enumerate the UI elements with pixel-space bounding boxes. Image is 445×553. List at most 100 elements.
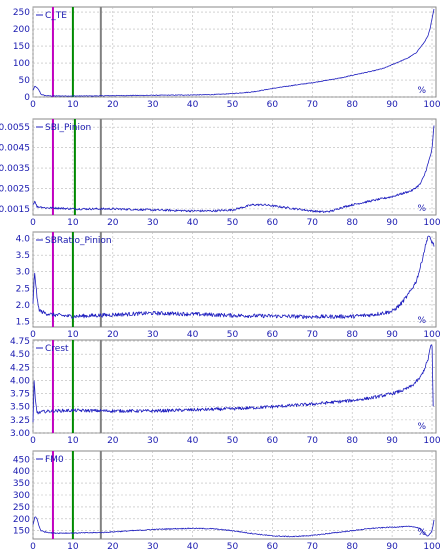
unit-label: % bbox=[417, 204, 426, 214]
x-tick-label: 30 bbox=[147, 542, 159, 552]
x-tick-label: 100 bbox=[423, 330, 440, 340]
plot-frame bbox=[32, 231, 437, 328]
series-line bbox=[32, 344, 434, 423]
x-tick-label: 10 bbox=[67, 436, 79, 446]
x-tick-label: 10 bbox=[67, 100, 79, 110]
y-tick-label: 0.0055 bbox=[0, 123, 30, 133]
chart-panel-crest: 0 10 20 30 40 50 60 70 80 90 100 3.00 3.25 3.50 3.75 4.… bbox=[0, 336, 445, 447]
y-tick-label: 100 bbox=[13, 59, 30, 69]
unit-label: % bbox=[417, 316, 426, 326]
x-tick-label: 90 bbox=[386, 218, 398, 228]
chart-svg: 0 10 20 30 40 50 60 70 80 90 100 1.5 2.0 2.5 3.0 3.5 4.0… bbox=[16, 231, 441, 340]
y-tick-label: 300 bbox=[13, 491, 30, 501]
y-tick-label: 0.0045 bbox=[0, 144, 30, 154]
legend-label: FM0 bbox=[45, 455, 64, 465]
x-tick-label: 90 bbox=[386, 100, 398, 110]
x-tick-label: 10 bbox=[67, 218, 79, 228]
y-tick-label: 350 bbox=[13, 479, 30, 489]
y-tick-label: 0 bbox=[24, 93, 30, 103]
x-tick-label: 0 bbox=[30, 330, 36, 340]
x-tick-label: 30 bbox=[147, 218, 159, 228]
y-tick-label: 3.25 bbox=[10, 416, 30, 426]
x-tick-label: 40 bbox=[187, 542, 199, 552]
x-tick-label: 90 bbox=[386, 436, 398, 446]
x-tick-label: 60 bbox=[267, 100, 279, 110]
x-tick-label: 0 bbox=[30, 436, 36, 446]
y-tick-label: 4.25 bbox=[10, 363, 30, 373]
x-tick-label: 20 bbox=[107, 436, 119, 446]
legend-label: C_TE bbox=[45, 11, 67, 21]
x-tick-label: 80 bbox=[346, 100, 358, 110]
y-tick-label: 3.75 bbox=[10, 390, 30, 400]
y-tick-label: 4.50 bbox=[10, 350, 30, 360]
x-tick-label: 90 bbox=[386, 542, 398, 552]
y-tick-label: 450 bbox=[13, 455, 30, 465]
x-tick-label: 60 bbox=[267, 330, 279, 340]
chart-svg: 0 10 20 30 40 50 60 70 80 90 100 0.0015 0.0025 0.0035… bbox=[0, 118, 441, 228]
x-tick-label: 40 bbox=[187, 436, 199, 446]
x-tick-label: 40 bbox=[187, 100, 199, 110]
x-tick-label: 30 bbox=[147, 100, 159, 110]
y-tick-label: 3.5 bbox=[16, 251, 30, 261]
y-tick-label: 3.00 bbox=[10, 429, 30, 439]
y-tick-label: 1.5 bbox=[16, 317, 30, 327]
y-tick-label: 2.5 bbox=[16, 284, 30, 294]
x-tick-label: 50 bbox=[227, 100, 239, 110]
chart-panel-fm0: 0 10 20 30 40 50 60 70 80 90 100 150 200 250 300 350 400… bbox=[0, 447, 445, 553]
chart-panel-sbratio-pinion: 0 10 20 30 40 50 60 70 80 90 100 1.5 2.0 2.5 3.0 3.5 4.0… bbox=[0, 224, 445, 341]
x-tick-label: 40 bbox=[187, 330, 199, 340]
y-tick-label: 250 bbox=[13, 8, 30, 18]
x-tick-label: 60 bbox=[267, 542, 279, 552]
series-line bbox=[32, 8, 435, 97]
x-tick-label: 30 bbox=[147, 436, 159, 446]
chart-svg: 0 10 20 30 40 50 60 70 80 90 100 0 50 100 150 200 250 C_T… bbox=[13, 6, 441, 110]
x-tick-label: 90 bbox=[386, 330, 398, 340]
series-line bbox=[32, 516, 435, 538]
unit-label: % bbox=[417, 528, 426, 538]
x-tick-label: 50 bbox=[227, 436, 239, 446]
x-tick-label: 50 bbox=[227, 330, 239, 340]
x-tick-label: 10 bbox=[67, 542, 79, 552]
x-tick-label: 40 bbox=[187, 218, 199, 228]
x-tick-label: 60 bbox=[267, 436, 279, 446]
unit-label: % bbox=[417, 422, 426, 432]
unit-label: % bbox=[417, 86, 426, 96]
x-tick-label: 50 bbox=[227, 542, 239, 552]
x-tick-label: 60 bbox=[267, 218, 279, 228]
series-line bbox=[32, 235, 435, 319]
x-tick-label: 20 bbox=[107, 330, 119, 340]
y-tick-label: 0.0025 bbox=[0, 184, 30, 194]
x-tick-label: 100 bbox=[423, 436, 440, 446]
y-tick-label: 4.0 bbox=[16, 235, 31, 245]
x-tick-label: 80 bbox=[346, 436, 358, 446]
x-tick-label: 80 bbox=[346, 542, 358, 552]
y-tick-label: 400 bbox=[13, 467, 30, 477]
y-tick-label: 3.0 bbox=[16, 268, 31, 278]
y-tick-label: 150 bbox=[13, 527, 30, 537]
x-tick-label: 50 bbox=[227, 218, 239, 228]
x-tick-label: 80 bbox=[346, 330, 358, 340]
x-tick-label: 70 bbox=[307, 330, 319, 340]
chart-panel-sbi-pinion: 0 10 20 30 40 50 60 70 80 90 100 0.0015 0.0025 0.0035… bbox=[0, 113, 445, 229]
x-tick-label: 0 bbox=[30, 218, 36, 228]
y-tick-label: 200 bbox=[13, 25, 30, 35]
chart-svg: 0 10 20 30 40 50 60 70 80 90 100 150 200 250 300 350 400… bbox=[13, 450, 441, 552]
x-tick-label: 20 bbox=[107, 218, 119, 228]
chart-panel-c-te: 0 10 20 30 40 50 60 70 80 90 100 0 50 100 150 200 250 C_T… bbox=[0, 3, 445, 111]
x-tick-label: 10 bbox=[67, 330, 79, 340]
y-tick-label: 2.0 bbox=[16, 301, 31, 311]
x-tick-label: 100 bbox=[423, 542, 440, 552]
y-tick-label: 150 bbox=[13, 42, 30, 52]
x-tick-label: 70 bbox=[307, 218, 319, 228]
chart-svg: 0 10 20 30 40 50 60 70 80 90 100 3.00 3.25 3.50 3.75 4.… bbox=[10, 337, 441, 446]
y-tick-label: 50 bbox=[19, 76, 31, 86]
x-tick-label: 30 bbox=[147, 330, 159, 340]
series-line bbox=[32, 125, 435, 213]
x-tick-label: 70 bbox=[307, 436, 319, 446]
y-tick-label: 200 bbox=[13, 515, 30, 525]
x-tick-label: 70 bbox=[307, 100, 319, 110]
legend-label: SBI_Pinion bbox=[45, 123, 91, 133]
legend-label: SBRatio_Pinion bbox=[45, 236, 112, 246]
x-tick-label: 0 bbox=[30, 542, 36, 552]
